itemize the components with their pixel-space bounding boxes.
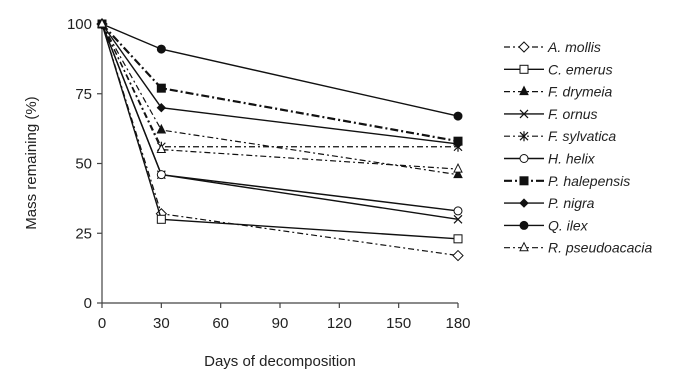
data-point [452,249,464,262]
data-point [156,170,166,180]
x-tick-label: 0 [98,315,106,332]
legend-label: Q. ilex [548,217,589,233]
data-point [453,206,463,216]
series-line [101,23,459,143]
x-tick-label: 60 [212,315,229,332]
y-tick-label: 25 [75,225,92,242]
data-point [453,139,463,149]
axes: 0 25 50 75 100 0 30 60 90 120 150 180 [67,16,471,332]
data-point [519,131,529,142]
data-point [453,234,463,244]
series-line [101,23,458,148]
series-1 [96,18,464,262]
legend-entry: H. helix [504,151,596,167]
x-axis-title: Days of decomposition [204,353,356,370]
data-point [519,220,529,230]
x-tick-label: 30 [153,315,170,332]
series-line [101,23,459,170]
legend-label: F. ornus [548,106,598,122]
y-axis-title: Mass remaining (%) [23,96,40,229]
y-tick-label: 0 [84,295,92,312]
data-point [519,154,529,163]
series-line [101,23,459,240]
series-layer [96,17,464,262]
series-line [101,23,459,212]
legend-entry: F. ornus [504,106,598,122]
x-tick-label: 150 [386,315,411,332]
data-point [156,214,166,224]
legend-label: R. pseudoacacia [548,240,653,256]
series-line [101,23,459,145]
legend-entry: Q. ilex [504,217,589,233]
series-7 [97,19,463,146]
legend-label: A. mollis [547,39,601,55]
x-tick-label: 180 [445,315,470,332]
data-point [156,83,166,93]
series-9 [97,19,463,121]
series-line [101,23,459,117]
series-10 [97,17,463,173]
series-line [101,23,459,257]
data-point [453,111,463,121]
data-point [156,102,167,113]
legend-label: F. drymeia [548,84,613,100]
legend-label: P. halepensis [548,173,630,189]
x-tick-label: 90 [272,315,289,332]
data-point [453,162,463,173]
legend-entry: F. drymeia [504,84,613,100]
legend-label: H. helix [548,151,596,167]
data-point [519,176,529,186]
x-tick-label: 120 [327,315,352,332]
data-point [156,123,167,134]
y-tick-label: 100 [67,16,92,33]
legend-label: P. nigra [548,195,595,211]
legend: A. mollis C. emerus F. drymeia F. ornus F. s… [504,39,653,256]
data-point [97,17,107,28]
data-point [519,109,529,119]
y-tick-label: 75 [75,86,92,103]
legend-entry: A. mollis [504,39,601,55]
data-point [519,85,529,96]
data-point [519,198,529,208]
legend-entry: R. pseudoacacia [504,240,653,256]
data-point [156,143,167,154]
legend-label: C. emerus [548,61,613,77]
data-point [156,44,166,54]
legend-entry: P. nigra [504,195,595,211]
data-point [453,214,463,224]
data-point [453,168,463,179]
data-point [519,64,529,74]
legend-label: F. sylvatica [548,128,616,144]
legend-entry: P. halepensis [504,173,630,189]
data-point [519,241,529,252]
y-tick-label: 50 [75,156,92,173]
legend-entry: C. emerus [504,61,613,77]
data-point [518,41,530,53]
legend-entry: F. sylvatica [504,128,616,144]
